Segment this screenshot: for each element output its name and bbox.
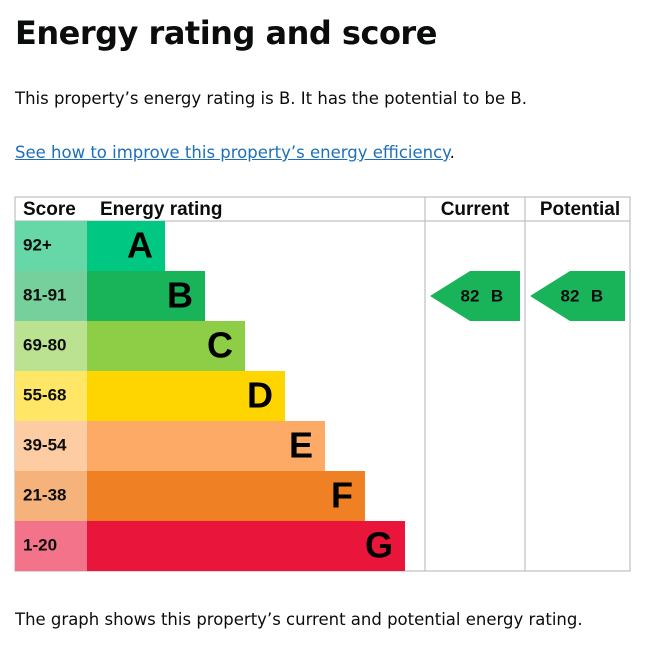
link-line: See how to improve this property’s energ… [15, 143, 455, 162]
rating-letter: D [247, 375, 273, 416]
current-arrow [430, 271, 520, 321]
rating-letter: F [331, 475, 353, 516]
rating-chart: Score Energy rating Current Potential 92+ A 81… [14, 196, 631, 572]
current-score: 82 [461, 286, 480, 305]
rating-bar [87, 321, 245, 371]
score-range: 92+ [23, 235, 52, 254]
score-cell [15, 371, 87, 421]
score-range: 81-91 [23, 285, 66, 304]
title: Energy rating and score [15, 14, 437, 52]
improve-link[interactable]: See how to improve this property’s energ… [15, 143, 450, 162]
potential-score: 82 [561, 286, 580, 305]
rating-bar [87, 521, 405, 571]
column-header: Score [23, 199, 76, 220]
column-header: Current [441, 199, 510, 220]
score-cell [15, 521, 87, 571]
potential-arrow [530, 271, 625, 321]
rating-letter: E [289, 425, 313, 466]
rating-bar [87, 271, 205, 321]
footer: The graph shows this property’s current … [15, 610, 583, 629]
column-header: Energy rating [100, 199, 222, 220]
score-range: 39-54 [23, 435, 67, 454]
rating-bar [87, 421, 325, 471]
current-letter: B [491, 286, 503, 305]
column-header: Potential [540, 199, 620, 220]
score-cell [15, 221, 87, 271]
score-cell [15, 421, 87, 471]
score-cell [15, 471, 87, 521]
rating-letter: C [207, 325, 233, 366]
score-cell [15, 271, 87, 321]
rating-bar [87, 471, 365, 521]
score-range: 55-68 [23, 385, 66, 404]
rating-letter: A [127, 225, 153, 266]
score-range: 69-80 [23, 335, 66, 354]
rating-letter: B [167, 275, 193, 316]
intro: This property’s energy rating is B. It h… [15, 89, 527, 108]
rating-letter: G [365, 525, 393, 566]
score-range: 1-20 [23, 535, 57, 554]
rating-bar [87, 371, 285, 421]
full-stop: . [449, 143, 455, 162]
score-cell [15, 321, 87, 371]
rating-bar [87, 221, 165, 271]
score-range: 21-38 [23, 485, 66, 504]
potential-letter: B [591, 286, 603, 305]
